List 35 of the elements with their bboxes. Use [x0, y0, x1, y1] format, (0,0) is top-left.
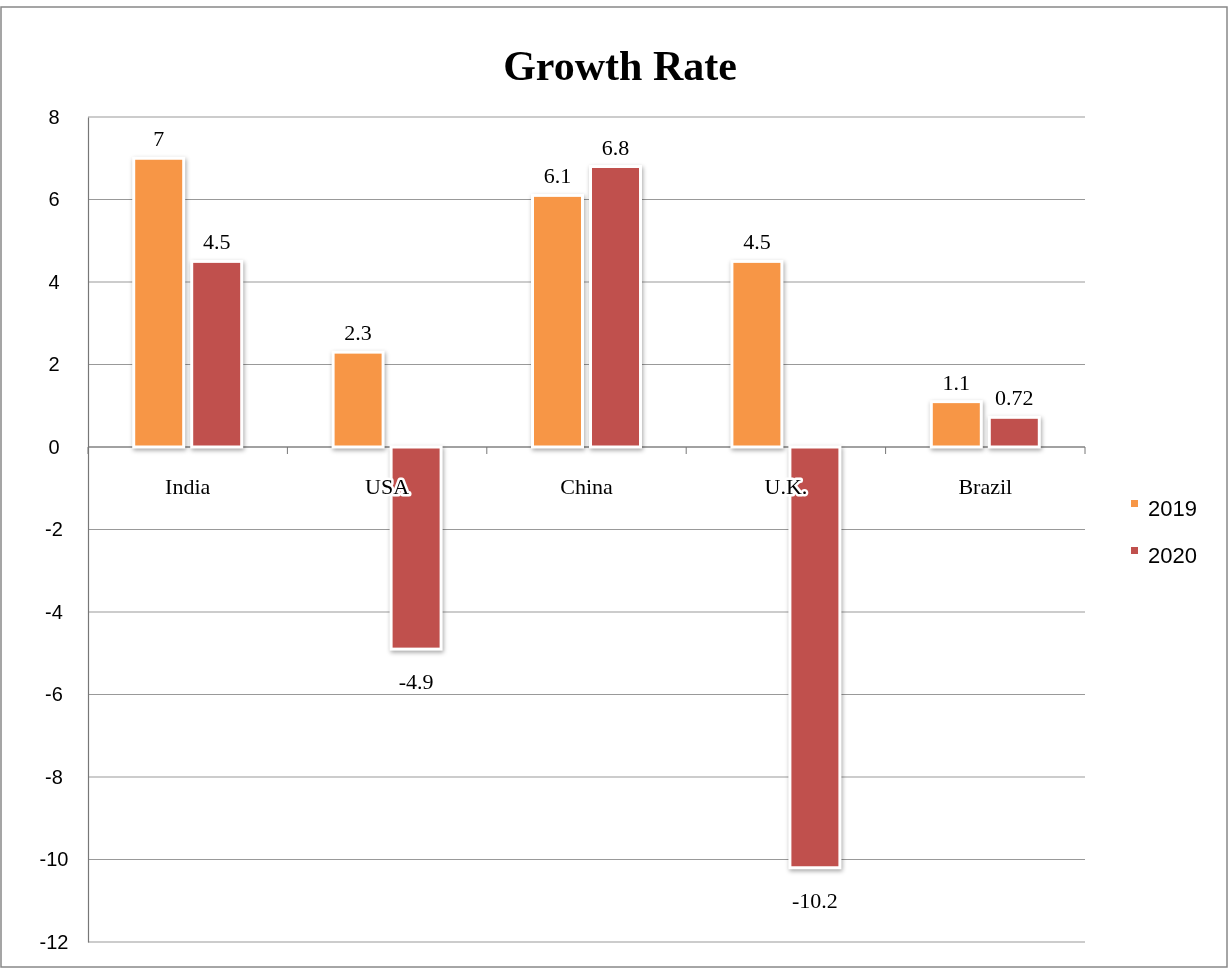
y-tick-label: -12	[39, 930, 69, 953]
data-label: 7	[153, 126, 165, 152]
data-label: 6.8	[601, 134, 630, 160]
bar	[132, 156, 186, 449]
bar	[730, 259, 784, 449]
data-label: 0.72	[995, 385, 1034, 411]
legend-label: 2019	[1148, 495, 1197, 521]
data-label: 4.5	[202, 229, 231, 255]
y-tick-label: 2	[48, 353, 60, 376]
chart-title: Growth Rate	[503, 43, 737, 89]
y-tick-label: 0	[48, 435, 60, 458]
bar	[331, 350, 385, 449]
data-label: 6.1	[543, 163, 572, 189]
data-label: -4.9	[398, 669, 434, 695]
y-tick-label: -2	[45, 518, 63, 541]
x-tick-label: India	[165, 474, 211, 499]
x-tick-label: China	[560, 474, 613, 499]
data-label: 2.3	[344, 320, 372, 346]
y-tick-label: -6	[45, 683, 63, 706]
y-tick-label: -4	[45, 600, 63, 623]
y-tick-label: 4	[48, 270, 60, 293]
legend-label: 2020	[1148, 542, 1197, 568]
bar	[987, 415, 1041, 449]
y-tick-label: -8	[45, 765, 63, 788]
bar	[589, 165, 642, 449]
y-tick-label: -10	[39, 848, 69, 871]
data-label: -10.2	[791, 887, 838, 913]
y-tick-label: 6	[48, 188, 60, 211]
y-tick-label: 8	[48, 105, 60, 128]
bar	[929, 400, 983, 449]
data-label: 4.5	[743, 229, 771, 255]
data-label: 1.1	[942, 369, 971, 395]
bar	[531, 193, 584, 449]
bar	[190, 259, 244, 449]
x-tick-label: Brazil	[958, 474, 1013, 499]
